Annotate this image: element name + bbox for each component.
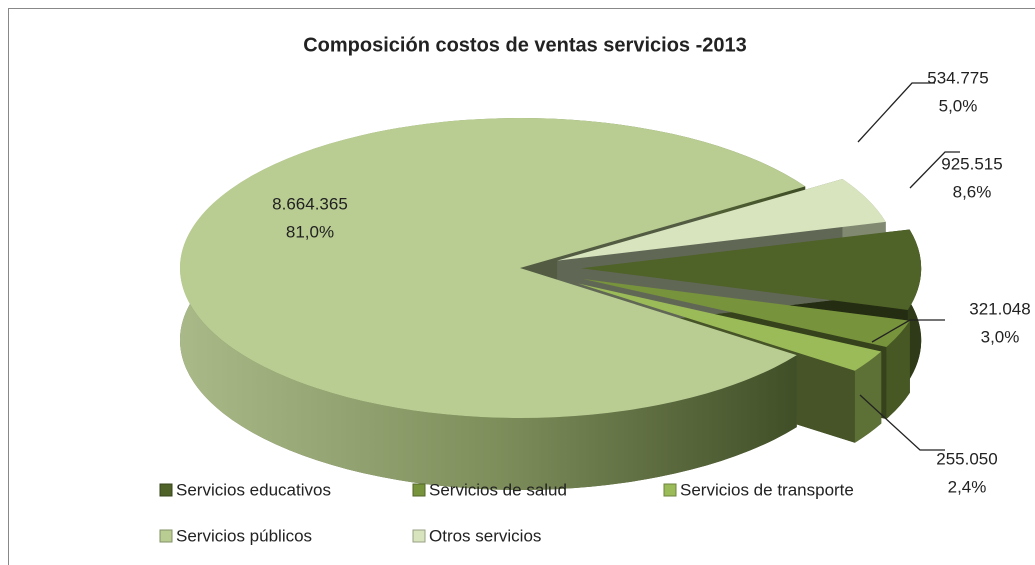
percent-label: 2,4% bbox=[948, 477, 987, 496]
percent-label: 3,0% bbox=[981, 327, 1020, 346]
legend-label: Otros servicios bbox=[429, 526, 541, 545]
percent-label: 8,6% bbox=[953, 182, 992, 201]
percent-label: 5,0% bbox=[939, 96, 978, 115]
slice-side bbox=[854, 351, 882, 443]
leader-line bbox=[859, 394, 945, 451]
slice bbox=[180, 118, 806, 419]
chart-title: Composición costos de ventas servicios -… bbox=[303, 34, 747, 56]
slice bbox=[581, 229, 922, 310]
percent-label: 81,0% bbox=[286, 222, 334, 241]
legend-label: Servicios educativos bbox=[176, 480, 331, 499]
data-label: 321.048 bbox=[969, 299, 1030, 318]
pie bbox=[180, 118, 922, 491]
data-label: 925.515 bbox=[941, 154, 1002, 173]
legend-swatch bbox=[159, 529, 173, 543]
leader-line bbox=[909, 151, 960, 189]
leader-line bbox=[857, 82, 935, 143]
data-label: 255.050 bbox=[936, 449, 997, 468]
slice bbox=[578, 283, 882, 371]
legend-label: Servicios de salud bbox=[429, 480, 567, 499]
legend-swatch bbox=[412, 483, 426, 497]
data-label: 534.775 bbox=[927, 68, 988, 87]
slice bbox=[557, 179, 886, 261]
slice-side bbox=[886, 320, 910, 419]
legend-label: Servicios de transporte bbox=[680, 480, 854, 499]
legend-swatch bbox=[159, 483, 173, 497]
slice bbox=[583, 279, 910, 347]
legend-swatch bbox=[412, 529, 426, 543]
leader-line bbox=[871, 319, 945, 343]
legend-label: Servicios públicos bbox=[176, 526, 312, 545]
data-label: 8.664.365 bbox=[272, 194, 348, 213]
legend-swatch bbox=[663, 483, 677, 497]
